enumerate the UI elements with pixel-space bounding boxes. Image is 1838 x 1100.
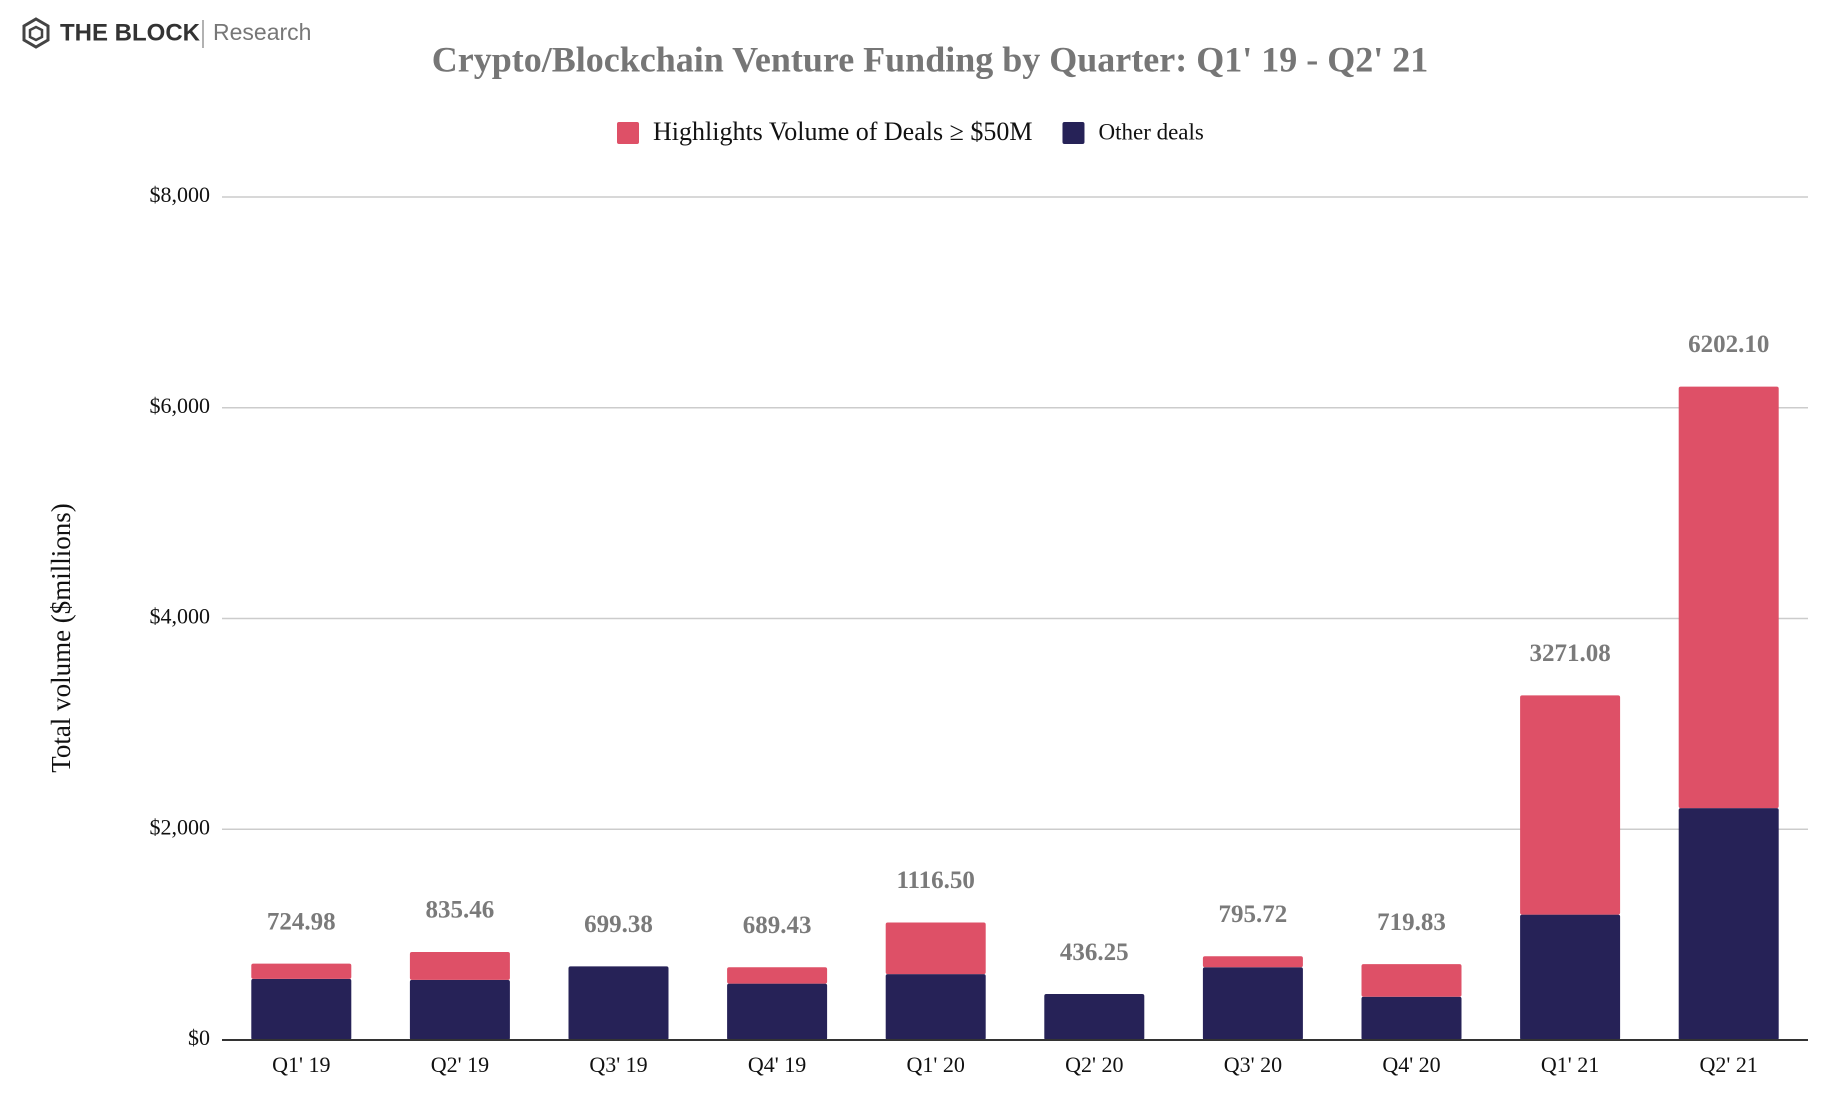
legend: Highlights Volume of Deals ≥ $50M Other d… [617, 117, 1204, 146]
bar-segment [251, 963, 352, 979]
y-tick-label: $6,000 [150, 393, 211, 418]
bar-segment [727, 983, 828, 1040]
x-tick-label: Q4' 19 [748, 1052, 806, 1077]
x-tick-label: Q3' 20 [1224, 1052, 1282, 1077]
chart-title: Crypto/Blockchain Venture Funding by Qua… [432, 39, 1428, 79]
legend-swatch [1062, 122, 1085, 144]
y-tick-label: $8,000 [150, 182, 211, 207]
bar-segment [727, 967, 828, 984]
value-label: 724.98 [267, 908, 336, 935]
value-label: 719.83 [1377, 909, 1446, 936]
logo: THE BLOCK Research [22, 17, 311, 49]
bar-segment [885, 974, 986, 1040]
brand-section: Research [213, 19, 311, 45]
x-tick-label: Q4' 20 [1382, 1052, 1440, 1077]
y-tick-label: $0 [188, 1025, 210, 1050]
value-label: 3271.08 [1529, 640, 1610, 667]
brand-name: THE BLOCK [60, 19, 201, 46]
x-tick-label: Q1' 20 [907, 1052, 965, 1077]
value-label: 835.46 [426, 897, 495, 924]
x-tick-label: Q2' 19 [431, 1052, 489, 1077]
bar-segment [251, 978, 352, 1040]
logo-icon-inner [28, 25, 44, 42]
bar-segment [1520, 914, 1621, 1040]
bar-segment [1520, 695, 1621, 915]
bar-segment [1202, 956, 1303, 968]
bar-segment [1678, 808, 1779, 1040]
bar-segment [1361, 964, 1462, 997]
bar-segment [1202, 967, 1303, 1040]
value-label: 795.72 [1219, 901, 1288, 928]
bar-segment [1044, 994, 1145, 1040]
y-axis-title: Total volume ($millions) [46, 503, 76, 773]
logo-icon [22, 17, 50, 49]
x-tick-label: Q2' 20 [1065, 1052, 1123, 1077]
bar-segment [1678, 386, 1779, 809]
value-label: 6202.10 [1688, 331, 1769, 358]
bar-segment [568, 966, 669, 1040]
legend-swatch [617, 122, 639, 144]
value-label: 689.43 [743, 912, 812, 939]
bar-segment [409, 979, 510, 1040]
x-tick-label: Q1' 19 [272, 1052, 330, 1077]
bar-segment [885, 922, 986, 975]
value-label: 1116.50 [896, 867, 975, 894]
x-tick-label: Q3' 19 [589, 1052, 647, 1077]
legend-label: Highlights Volume of Deals ≥ $50M [653, 117, 1032, 146]
x-tick-label: Q1' 21 [1541, 1052, 1599, 1077]
bar-segment [1361, 996, 1462, 1040]
y-tick-label: $2,000 [150, 814, 211, 839]
value-label: 436.25 [1060, 939, 1129, 966]
value-label: 699.38 [584, 911, 653, 938]
y-tick-label: $4,000 [150, 604, 211, 629]
legend-label: Other deals [1098, 119, 1203, 144]
bar-segment [409, 952, 510, 980]
x-tick-label: Q2' 21 [1700, 1052, 1758, 1077]
